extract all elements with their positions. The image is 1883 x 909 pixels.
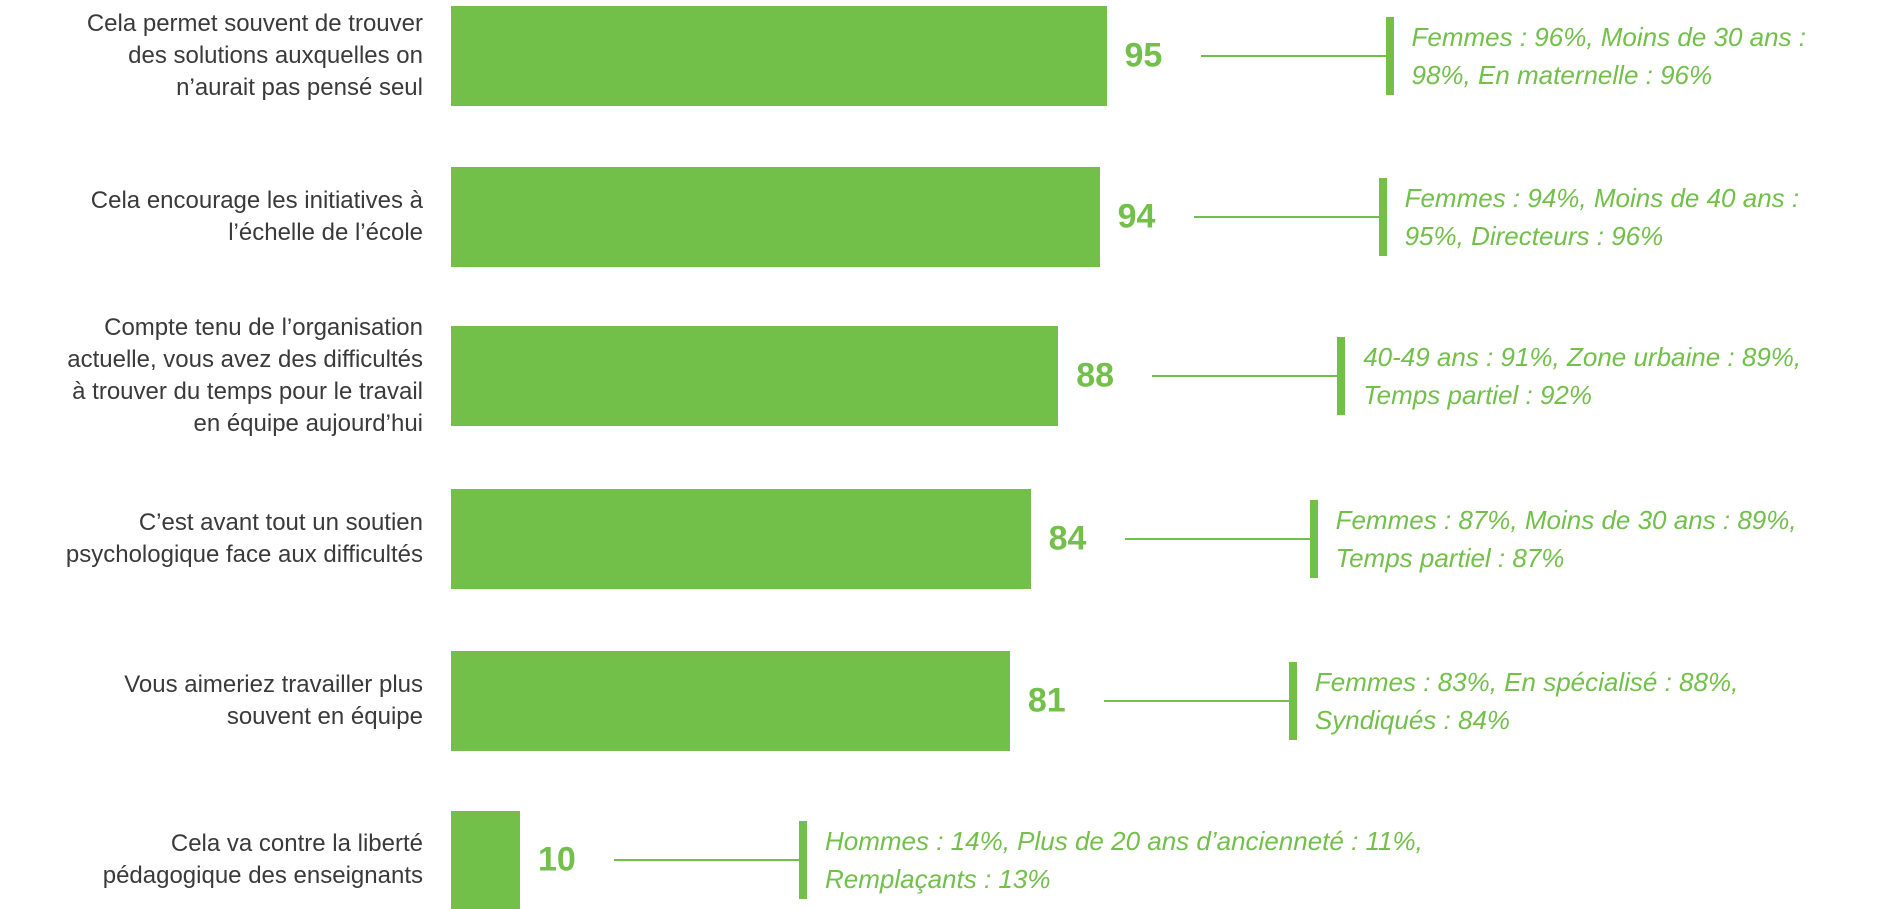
annotation-note-line: Femmes : 83%, En spécialisé : 88%, xyxy=(1314,667,1739,697)
annotation-note-line: Temps partiel : 92% xyxy=(1363,380,1593,410)
data-label: 10 xyxy=(538,840,576,879)
bar xyxy=(451,167,1100,267)
category-label-line: Cela va contre la liberté xyxy=(170,830,423,857)
data-label: 94 xyxy=(1117,197,1156,236)
annotation-note-line: Temps partiel : 87% xyxy=(1335,543,1565,573)
data-label: 88 xyxy=(1076,356,1115,395)
data-label: 81 xyxy=(1027,681,1066,720)
annotation-note-line: Femmes : 94%, Moins de 40 ans : xyxy=(1404,183,1800,213)
category-label-line: actuelle, vous avez des difficultés xyxy=(67,346,423,373)
category-label-line: n’aurait pas pensé seul xyxy=(176,74,423,101)
bar xyxy=(451,326,1059,426)
category-label: Vous aimeriez travailler plus souvent en … xyxy=(0,669,423,733)
annotation-note: Femmes : 87%, Moins de 30 ans : 89%, Temp… xyxy=(1336,501,1797,577)
category-label-line: souvent en équipe xyxy=(226,703,423,730)
annotation-note-line: 40-49 ans : 91%, Zone urbaine : 89%, xyxy=(1363,342,1802,372)
category-label-line: l’échelle de l’école xyxy=(228,219,423,246)
category-label-line: Cela permet souvent de trouver xyxy=(86,10,423,37)
annotation-note: Femmes : 94%, Moins de 40 ans : 95%, Dire… xyxy=(1405,179,1800,255)
category-label-line: en équipe aujourd’hui xyxy=(193,410,423,437)
connector-line xyxy=(1103,700,1289,702)
annotation-note: 40-49 ans : 91%, Zone urbaine : 89%, Temp… xyxy=(1363,338,1801,414)
bar xyxy=(451,489,1031,589)
category-label-line: pédagogique des enseignants xyxy=(102,862,423,889)
annotation-note-line: Syndiqués : 84% xyxy=(1314,705,1511,735)
category-label-line: Cela encourage les initiatives à xyxy=(90,187,423,214)
category-label-line: C’est avant tout un soutien xyxy=(138,509,423,536)
category-label: Cela permet souvent de trouver des soluti… xyxy=(0,8,423,104)
annotation-note-line: Femmes : 96%, Moins de 30 ans : xyxy=(1411,22,1807,52)
category-label-line: à trouver du temps pour le travail xyxy=(72,378,423,405)
bar xyxy=(451,6,1107,106)
connector-line xyxy=(1152,375,1338,377)
annotation-note: Hommes : 14%, Plus de 20 ans d’anciennet… xyxy=(825,822,1423,898)
annotation-bracket xyxy=(1385,17,1394,95)
annotation-bracket xyxy=(1309,500,1318,578)
category-label-line: Vous aimeriez travailler plus xyxy=(124,671,423,698)
connector-line xyxy=(1193,216,1379,218)
bar xyxy=(451,651,1010,751)
category-label-line: des solutions auxquelles on xyxy=(128,42,423,69)
annotation-bracket xyxy=(1378,178,1387,256)
annotation-note: Femmes : 83%, En spécialisé : 88%, Syndiq… xyxy=(1315,663,1738,739)
annotation-note: Femmes : 96%, Moins de 30 ans : 98%, En m… xyxy=(1412,18,1807,94)
category-label-line: Compte tenu de l’organisation xyxy=(104,314,423,341)
annotation-bracket xyxy=(799,821,807,899)
category-label: Compte tenu de l’organisation actuelle, v… xyxy=(0,312,423,440)
category-label: C’est avant tout un soutien psychologique… xyxy=(0,507,423,571)
data-label: 95 xyxy=(1124,36,1163,75)
connector-line xyxy=(1200,55,1386,57)
annotation-note-line: Femmes : 87%, Moins de 30 ans : 89%, xyxy=(1335,505,1797,535)
data-label: 84 xyxy=(1048,519,1087,558)
annotation-note-line: Remplaçants : 13% xyxy=(825,864,1051,894)
annotation-note-line: Hommes : 14%, Plus de 20 ans d’anciennet… xyxy=(825,826,1423,856)
category-label-line: psychologique face aux difficultés xyxy=(65,541,423,568)
connector-line xyxy=(614,859,799,861)
annotation-note-line: 95%, Directeurs : 96% xyxy=(1404,221,1664,251)
bar xyxy=(451,811,520,909)
annotation-bracket xyxy=(1337,337,1346,415)
annotation-note-line: 98%, En maternelle : 96% xyxy=(1411,60,1713,90)
connector-line xyxy=(1124,538,1310,540)
annotation-bracket xyxy=(1288,662,1297,740)
category-label: Cela va contre la liberté pédagogique des… xyxy=(0,828,423,892)
category-label: Cela encourage les initiatives à l’échell… xyxy=(0,185,423,249)
